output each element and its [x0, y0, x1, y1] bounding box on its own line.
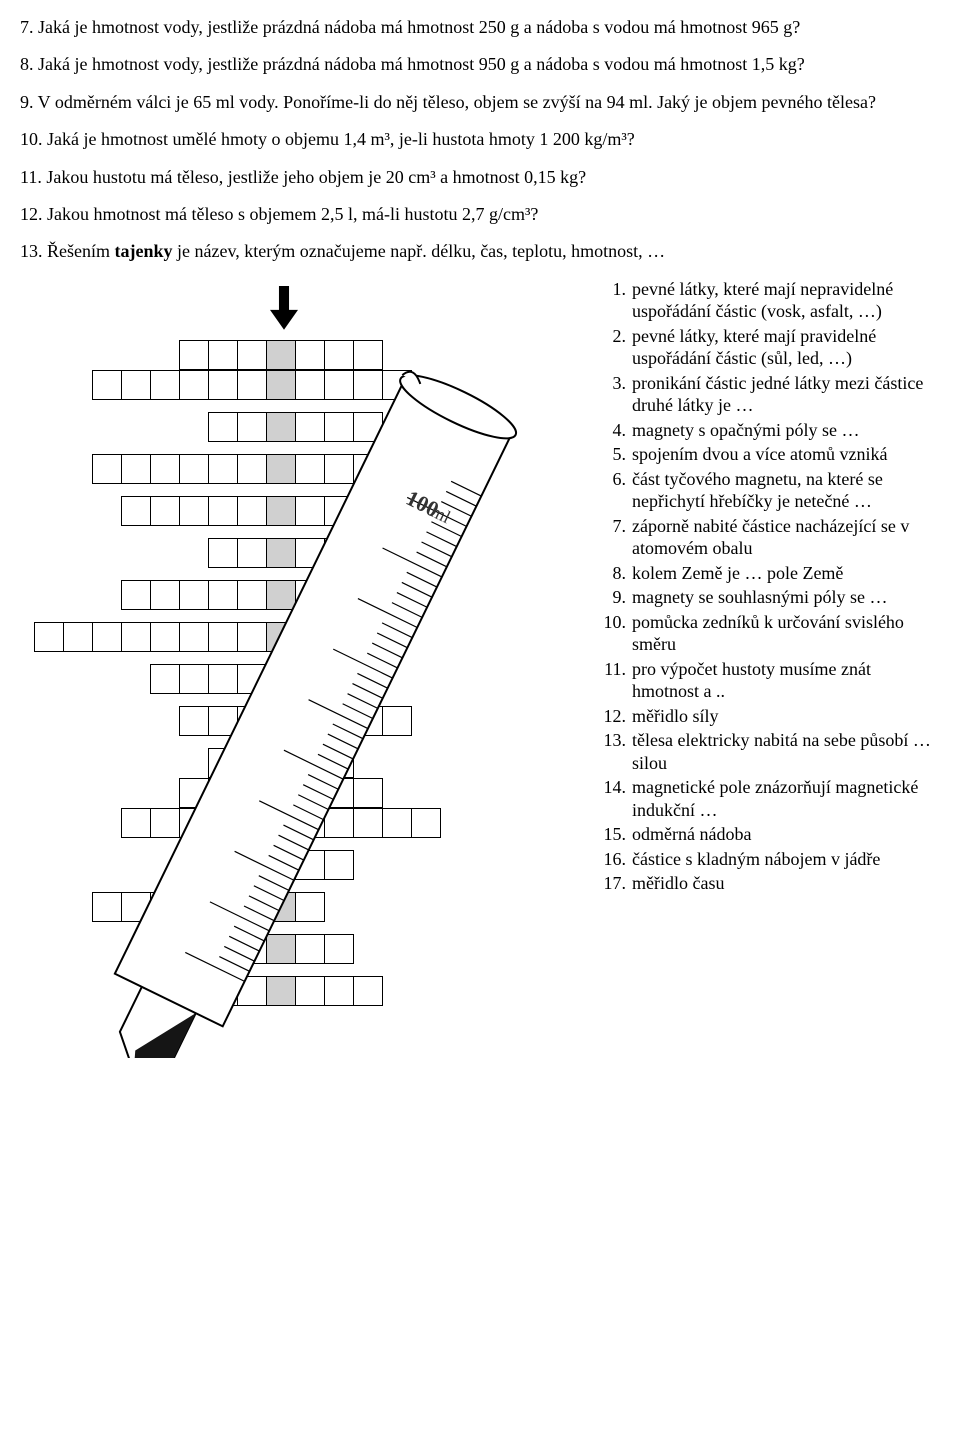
hint-number: 15.: [598, 823, 632, 846]
hint-item: 14.magnetické pole znázorňují magnetické…: [598, 776, 940, 821]
hint-text: pomůcka zedníků k určování svislého směr…: [632, 611, 940, 656]
hint-text: tělesa elektricky nabitá na sebe působí …: [632, 729, 940, 774]
hint-number: 17.: [598, 872, 632, 895]
q7: 7. Jaká je hmotnost vody, jestliže prázd…: [20, 16, 940, 39]
hint-number: 14.: [598, 776, 632, 821]
q13-bold: tajenky: [115, 241, 173, 261]
q9: 9. V odměrném válci je 65 ml vody. Ponoř…: [20, 91, 940, 114]
hint-item: 6.část tyčového magnetu, na které se nep…: [598, 468, 940, 513]
crossword-diagram: 100ml: [20, 278, 580, 1058]
hint-text: magnety s opačnými póly se …: [632, 419, 940, 442]
q12: 12. Jakou hmotnost má těleso s objemem 2…: [20, 203, 940, 226]
hint-number: 6.: [598, 468, 632, 513]
hint-text: pronikání částic jedné látky mezi částic…: [632, 372, 940, 417]
hint-item: 7.záporně nabité částice nacházející se …: [598, 515, 940, 560]
hint-text: pro výpočet hustoty musíme znát hmotnost…: [632, 658, 940, 703]
questions-block: 7. Jaká je hmotnost vody, jestliže prázd…: [20, 16, 940, 264]
hints-list: 1.pevné látky, které mají nepravidelné u…: [598, 278, 940, 897]
hint-number: 11.: [598, 658, 632, 703]
q13-pre: 13. Řešením: [20, 241, 115, 261]
hint-text: pevné látky, které mají nepravidelné usp…: [632, 278, 940, 323]
hint-item: 16.částice s kladným nábojem v jádře: [598, 848, 940, 871]
hint-item: 8.kolem Země je … pole Země: [598, 562, 940, 585]
q13: 13. Řešením tajenky je název, kterým ozn…: [20, 240, 940, 263]
hint-number: 7.: [598, 515, 632, 560]
hint-item: 9.magnety se souhlasnými póly se …: [598, 586, 940, 609]
hint-number: 16.: [598, 848, 632, 871]
hint-number: 4.: [598, 419, 632, 442]
hint-number: 1.: [598, 278, 632, 323]
hint-text: měřidlo času: [632, 872, 940, 895]
hint-text: záporně nabité částice nacházející se v …: [632, 515, 940, 560]
hint-text: spojením dvou a více atomů vzniká: [632, 443, 940, 466]
hint-text: magnety se souhlasnými póly se …: [632, 586, 940, 609]
hint-number: 5.: [598, 443, 632, 466]
hint-item: 13.tělesa elektricky nabitá na sebe půso…: [598, 729, 940, 774]
hint-item: 10.pomůcka zedníků k určování svislého s…: [598, 611, 940, 656]
q8: 8. Jaká je hmotnost vody, jestliže prázd…: [20, 53, 940, 76]
hint-number: 12.: [598, 705, 632, 728]
hint-text: částice s kladným nábojem v jádře: [632, 848, 940, 871]
hint-item: 17.měřidlo času: [598, 872, 940, 895]
q10: 10. Jaká je hmotnost umělé hmoty o objem…: [20, 128, 940, 151]
graduated-cylinder-icon: 100ml: [20, 278, 580, 1058]
hint-text: pevné látky, které mají pravidelné uspoř…: [632, 325, 940, 370]
hint-number: 8.: [598, 562, 632, 585]
hint-item: 5.spojením dvou a více atomů vzniká: [598, 443, 940, 466]
hint-number: 10.: [598, 611, 632, 656]
hint-text: část tyčového magnetu, na které se nepři…: [632, 468, 940, 513]
hint-text: odměrná nádoba: [632, 823, 940, 846]
hint-item: 12.měřidlo síly: [598, 705, 940, 728]
hint-item: 11.pro výpočet hustoty musíme znát hmotn…: [598, 658, 940, 703]
hint-text: měřidlo síly: [632, 705, 940, 728]
hint-text: magnetické pole znázorňují magnetické in…: [632, 776, 940, 821]
hint-number: 13.: [598, 729, 632, 774]
hint-number: 9.: [598, 586, 632, 609]
hint-item: 2.pevné látky, které mají pravidelné usp…: [598, 325, 940, 370]
hint-text: kolem Země je … pole Země: [632, 562, 940, 585]
hint-number: 2.: [598, 325, 632, 370]
hint-item: 15.odměrná nádoba: [598, 823, 940, 846]
q13-post: je název, kterým označujeme např. délku,…: [173, 241, 666, 261]
hint-item: 4.magnety s opačnými póly se …: [598, 419, 940, 442]
q11: 11. Jakou hustotu má těleso, jestliže je…: [20, 166, 940, 189]
hint-item: 1.pevné látky, které mají nepravidelné u…: [598, 278, 940, 323]
hint-number: 3.: [598, 372, 632, 417]
hint-item: 3.pronikání částic jedné látky mezi část…: [598, 372, 940, 417]
